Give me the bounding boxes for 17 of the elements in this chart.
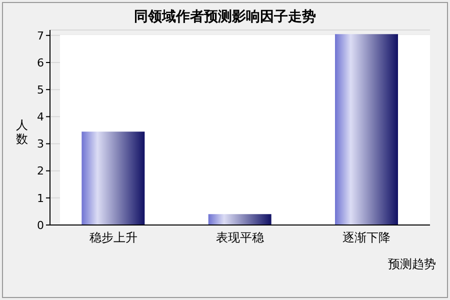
x-tick-label: 逐渐下降 [342,230,391,245]
chart-title: 同领域作者预测影响因子走势 [133,8,317,26]
y-tick-label: 1 [37,192,44,205]
y-tick-label: 2 [37,164,44,178]
bar [82,132,145,225]
y-tick-label: 0 [37,218,44,232]
y-tick-label: 4 [37,110,44,124]
bar [208,214,272,225]
x-tick-label: 稳步上升 [89,230,138,245]
y-tick-label: 5 [37,83,44,96]
y-tick-label: 3 [37,138,44,151]
y-axis-title: 人数 [15,118,29,146]
bar [335,34,398,225]
x-axis-title: 预测趋势 [388,256,436,273]
y-tick-label: 6 [37,56,44,70]
x-tick-label: 表现平稳 [216,230,264,245]
y-tick-label: 7 [37,29,44,42]
